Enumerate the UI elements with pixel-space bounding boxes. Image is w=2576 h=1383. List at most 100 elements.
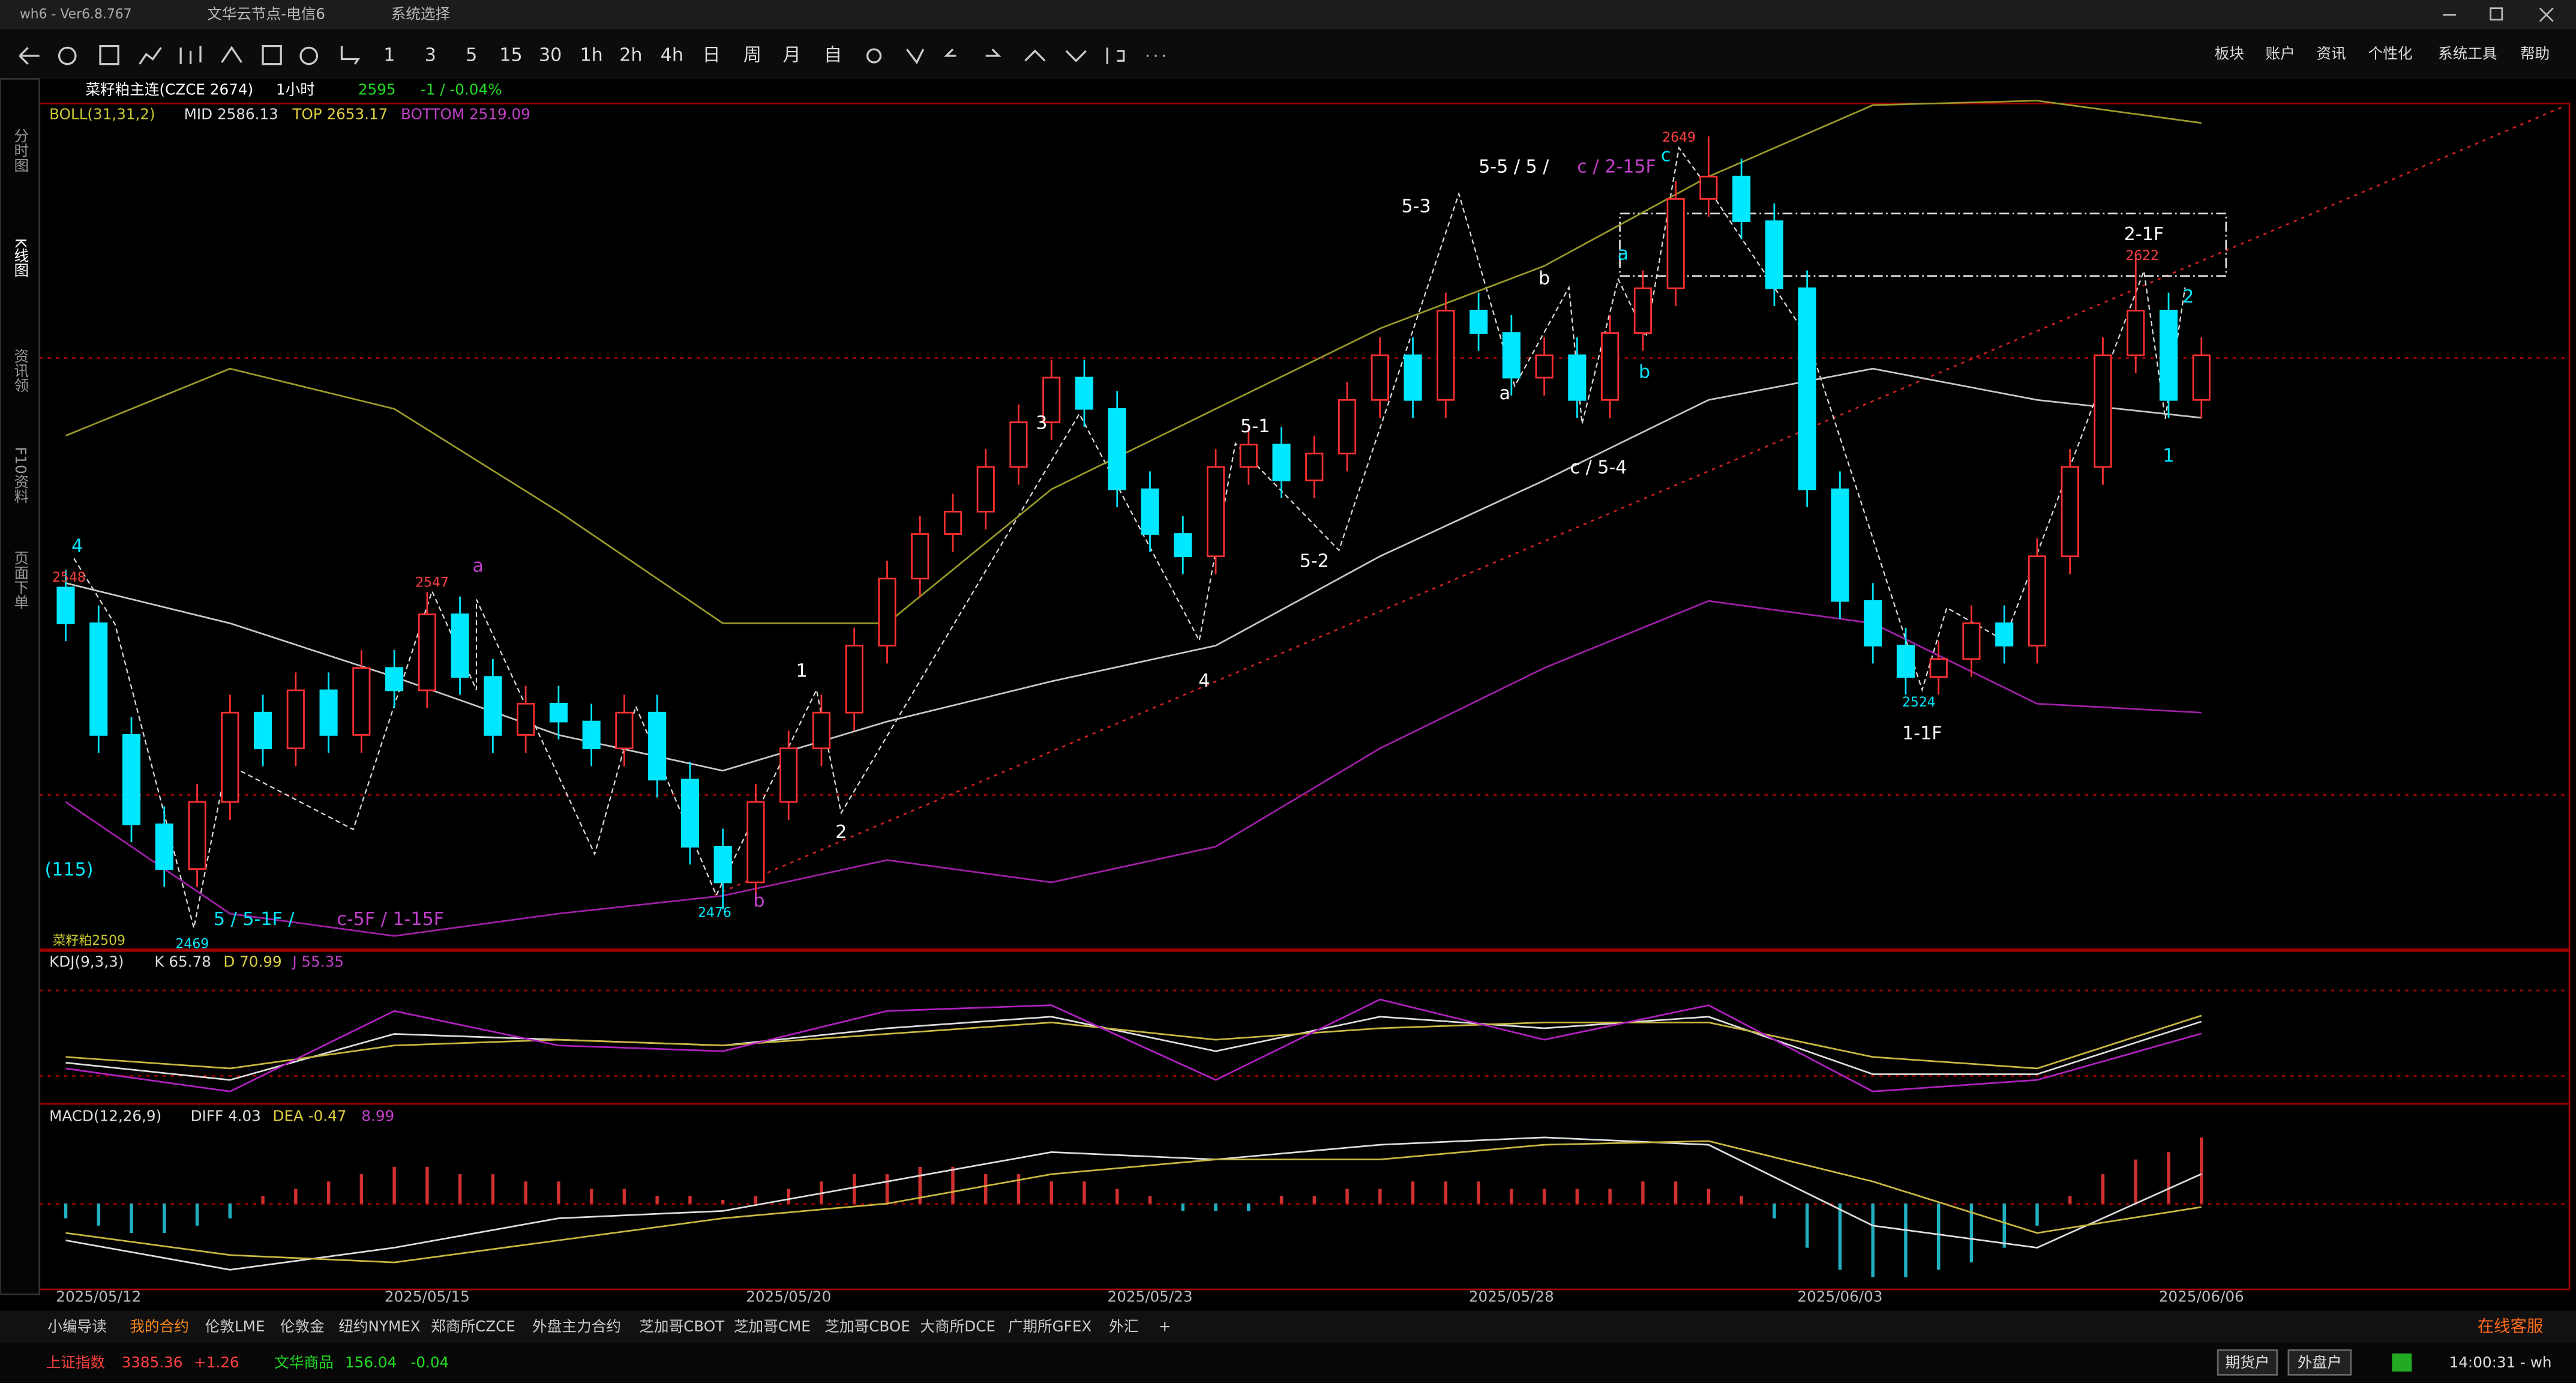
bottom-tab[interactable]: 外汇 — [1109, 1318, 1138, 1335]
candle-body — [746, 801, 765, 884]
annotation: 2548 — [52, 570, 86, 585]
side-tab[interactable]: F10资料 — [12, 447, 29, 504]
boll-bottom: BOTTOM 2519.09 — [401, 106, 530, 123]
period-button[interactable]: 自 — [824, 45, 842, 66]
side-tab[interactable]: 资讯领 — [12, 348, 29, 393]
index-name: 上证指数 — [46, 1354, 106, 1371]
system-menu[interactable]: 系统选择 — [391, 5, 451, 23]
bottom-tab[interactable]: 广期所GFEX — [1008, 1318, 1092, 1335]
candle-body — [122, 734, 141, 825]
account-box[interactable] — [2217, 1349, 2278, 1376]
account[interactable]: 外盘户 — [2298, 1354, 2342, 1371]
index-change: +1.26 — [194, 1354, 239, 1371]
annotation: c — [1661, 145, 1671, 166]
bottom-tab[interactable]: 大商所DCE — [920, 1318, 995, 1335]
bottom-tab[interactable]: 芝加哥CME — [734, 1318, 811, 1335]
period-button[interactable]: 周 — [743, 45, 761, 66]
annotation: 1 — [796, 661, 808, 682]
x-tick-label: 2025/06/06 — [2159, 1288, 2244, 1306]
bottom-tab[interactable]: + — [1159, 1318, 1171, 1335]
period-button[interactable]: 3 — [425, 45, 436, 66]
macd-dea-line — [65, 1140, 2202, 1264]
side-tab-bar — [0, 77, 41, 1295]
bottom-tab[interactable]: 郑商所CZCE — [431, 1318, 515, 1335]
x-tick-label: 2025/05/12 — [56, 1288, 141, 1306]
annotation: 5 / 5-1F / — [214, 909, 295, 930]
side-tab[interactable]: K线图 — [12, 238, 29, 277]
goods-name: 文华商品 — [274, 1354, 334, 1371]
window-controls[interactable] — [2443, 7, 2554, 22]
candle-body — [1371, 354, 1389, 401]
menu-item[interactable]: 板块 — [2215, 44, 2244, 62]
candle-body — [845, 645, 863, 714]
bottom-tab[interactable]: 芝加哥CBOT — [639, 1318, 725, 1335]
candle-body — [1108, 408, 1126, 490]
candle-body — [484, 676, 502, 736]
side-tab[interactable]: 分时图 — [12, 128, 29, 172]
menu-item[interactable]: 账户 — [2266, 44, 2295, 62]
period-button[interactable]: 月 — [783, 45, 801, 66]
period-button[interactable]: 5 — [466, 45, 477, 66]
bottom-tab[interactable]: 我的合约 — [130, 1318, 189, 1335]
period-button[interactable]: 30 — [539, 45, 562, 66]
wave-lines — [73, 146, 2186, 929]
bottom-tab[interactable]: 纽约NYMEX — [338, 1318, 421, 1335]
candle-body — [517, 702, 535, 736]
annotation: 4 — [71, 536, 83, 557]
menu-item[interactable]: 帮助 — [2520, 44, 2550, 62]
candle-body — [1896, 645, 1915, 678]
macd-label: MACD(12,26,9) — [49, 1107, 161, 1125]
annotation: 2649 — [1662, 130, 1696, 145]
online-service[interactable]: 在线客服 — [2478, 1317, 2543, 1336]
toolbar-icons[interactable] — [19, 44, 1165, 65]
x-tick-label: 2025/05/23 — [1108, 1288, 1193, 1306]
macd-value: 8.99 — [361, 1107, 394, 1125]
candle-body — [1568, 354, 1587, 401]
period-button[interactable]: 2h — [619, 45, 642, 66]
boll-top: TOP 2653.17 — [292, 106, 388, 123]
menu-item[interactable]: 系统工具 — [2438, 44, 2497, 62]
annotation: 2622 — [2125, 249, 2159, 264]
period-button[interactable]: 日 — [702, 45, 720, 66]
period-button[interactable]: 1h — [580, 45, 603, 66]
contract-name: 菜籽粕主连(CZCE 2674) — [85, 81, 253, 98]
clock: 14:00:31 - wh — [2449, 1354, 2552, 1371]
node[interactable]: 文华云节点-电信6 — [207, 5, 325, 23]
candle-body — [451, 613, 469, 678]
candle-body — [2127, 310, 2145, 357]
bottom-tab[interactable]: 伦敦LME — [205, 1318, 265, 1335]
account[interactable]: 期货户 — [2225, 1354, 2269, 1371]
candle-body — [1272, 444, 1291, 481]
kdj-label: KDJ(9,3,3) — [49, 953, 124, 971]
kdj-j-line — [65, 998, 2202, 1092]
period[interactable]: 1小时 — [276, 81, 315, 98]
boll-label: BOLL(31,31,2) — [49, 106, 155, 123]
candle-body — [1502, 332, 1521, 379]
candle-body — [56, 586, 75, 624]
macd-diff: DIFF 4.03 — [191, 1107, 261, 1125]
period-button[interactable]: 4h — [661, 45, 683, 66]
period-button[interactable]: 15 — [499, 45, 522, 66]
candle-body — [1995, 622, 2014, 646]
candle-body — [713, 846, 732, 884]
bottom-tab[interactable]: 外盘主力合约 — [532, 1318, 621, 1335]
menu-item[interactable]: 个性化 — [2368, 44, 2413, 62]
bottom-tab[interactable]: 小编导读 — [47, 1318, 107, 1335]
bottom-tab-bar — [0, 1310, 2576, 1344]
x-tick-label: 2025/05/20 — [746, 1288, 831, 1306]
menu-item[interactable]: 资讯 — [2316, 44, 2346, 62]
title-bar — [0, 0, 2576, 30]
candle-body — [188, 801, 206, 870]
boll-mid: MID 2586.13 — [184, 106, 278, 123]
period-button[interactable]: 1 — [383, 45, 395, 66]
candle-body — [943, 510, 962, 535]
kdj-d-line — [65, 1014, 2202, 1070]
side-tab[interactable]: 页面下单 — [12, 550, 29, 610]
bottom-tab[interactable]: 芝加哥CBOE — [824, 1318, 910, 1335]
annotation: a — [1618, 244, 1629, 265]
account-box[interactable] — [2287, 1349, 2352, 1376]
candle-body — [878, 577, 896, 646]
bottom-tab[interactable]: 伦敦金 — [280, 1318, 325, 1335]
app-title: wh6 - Ver6.8.767 — [20, 7, 132, 22]
x-tick-label: 2025/05/15 — [385, 1288, 470, 1306]
